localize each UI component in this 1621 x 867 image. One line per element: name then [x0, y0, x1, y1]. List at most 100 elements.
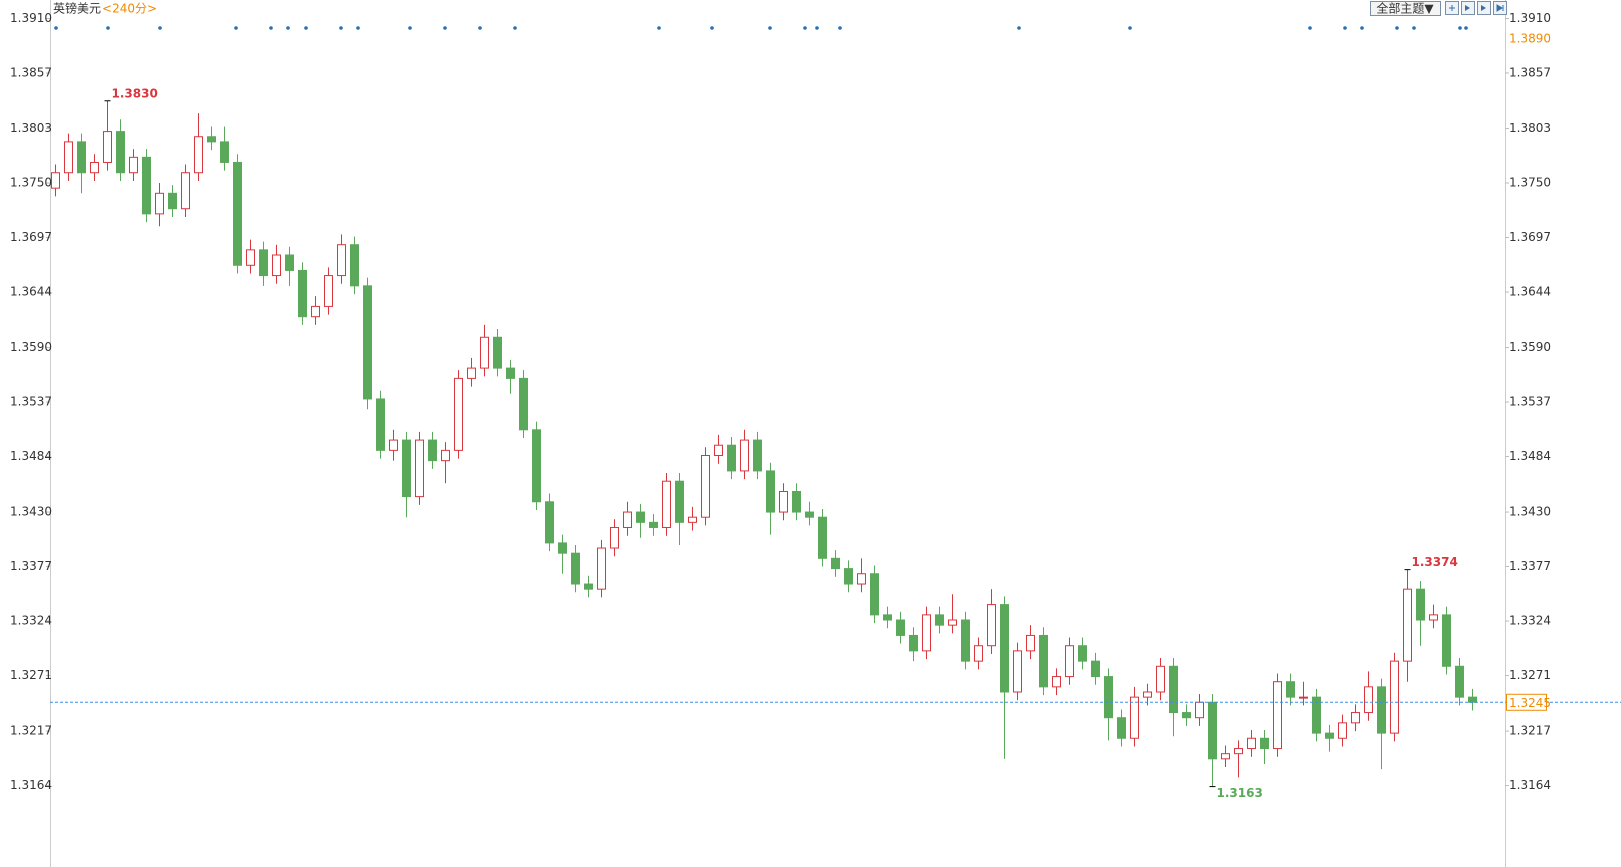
y2-tick-label: 1.3644 — [1509, 285, 1551, 299]
y-tick-label: 1.3697 — [10, 230, 52, 244]
theme-button-label[interactable]: 全部主题▼ — [1376, 1, 1434, 16]
y-tick-label: 1.3750 — [10, 176, 52, 190]
y-tick-label: 1.3537 — [10, 395, 52, 409]
candle-body — [675, 480, 684, 523]
candle-body — [818, 516, 827, 559]
event-dot — [513, 26, 517, 30]
candle-body — [948, 619, 957, 626]
event-dot — [803, 26, 807, 30]
event-dot — [1308, 26, 1312, 30]
candle-body — [987, 604, 996, 647]
candle-body — [1247, 737, 1256, 750]
candle-body — [610, 526, 619, 549]
event-dot — [1395, 26, 1399, 30]
candle-body — [1169, 665, 1178, 714]
candle-body — [1260, 737, 1269, 750]
candle-body — [415, 439, 424, 498]
y2-tick-label: 1.3857 — [1509, 66, 1551, 80]
theme-button[interactable] — [1370, 1, 1441, 16]
event-dot — [286, 26, 290, 30]
candle-body — [727, 444, 736, 472]
candle-body — [77, 141, 86, 174]
event-dot — [1360, 26, 1364, 30]
candle-body — [103, 131, 112, 163]
event-dot — [269, 26, 273, 30]
last-price-label: 1.3245 — [1509, 696, 1551, 710]
candle-body — [662, 480, 671, 528]
event-dot — [356, 26, 360, 30]
event-dot — [339, 26, 343, 30]
event-dot — [657, 26, 661, 30]
candle-body — [246, 249, 255, 266]
y-tick-label: 1.3164 — [10, 778, 52, 792]
candle-body — [1299, 696, 1308, 699]
candle-body — [1130, 696, 1139, 739]
event-dot — [54, 26, 58, 30]
candle-body — [597, 547, 606, 590]
candle-body — [454, 377, 463, 451]
candle-body — [493, 336, 502, 369]
candle-body — [181, 172, 190, 210]
chart-title: 英镑美元 — [53, 1, 101, 16]
event-dot — [234, 26, 238, 30]
candle-body — [519, 377, 528, 431]
candle-body — [831, 557, 840, 570]
candle-body — [571, 552, 580, 585]
event-dot — [710, 26, 714, 30]
candle-body — [623, 511, 632, 528]
candle-body — [389, 439, 398, 451]
candle-body — [272, 254, 281, 277]
event-dot — [768, 26, 772, 30]
candle-body — [116, 131, 125, 174]
y2-tick-label: 1.3590 — [1509, 340, 1551, 354]
candle-body — [974, 645, 983, 662]
candle-body — [1429, 614, 1438, 621]
candle-body — [1143, 691, 1152, 698]
candle-body — [1468, 696, 1477, 703]
candle-body — [1351, 712, 1360, 724]
candle-body — [1065, 645, 1074, 678]
y-tick-label: 1.3803 — [10, 121, 52, 135]
candle-body — [467, 367, 476, 379]
y2-tick-label: 1.3377 — [1509, 559, 1551, 573]
event-dot — [1128, 26, 1132, 30]
event-markers — [54, 26, 1468, 30]
y2-tick-label: 1.3537 — [1509, 395, 1551, 409]
candle-body — [1039, 634, 1048, 688]
back-icon — [1465, 5, 1470, 11]
candle-body — [779, 490, 788, 513]
y-tick-label: 1.3857 — [10, 66, 52, 80]
y2-tick-label: 1.3324 — [1509, 614, 1551, 628]
y2-tick-label: 1.3271 — [1509, 668, 1551, 682]
candle-body — [1442, 614, 1451, 667]
candle-body — [766, 470, 775, 513]
candle-body — [1403, 588, 1412, 662]
candle-body — [64, 141, 73, 174]
event-dot — [815, 26, 819, 30]
candle-body — [649, 521, 658, 528]
candle-body — [584, 583, 593, 590]
candle-body — [1234, 748, 1243, 755]
event-dot — [478, 26, 482, 30]
candle-body — [532, 429, 541, 503]
candle-body — [870, 573, 879, 616]
event-dot — [443, 26, 447, 30]
candle-body — [1052, 676, 1061, 688]
chart-subtitle[interactable]: <240分> — [102, 2, 157, 16]
right-marker-label: 1.3890 — [1509, 32, 1551, 46]
candle-body — [259, 249, 268, 277]
annotation: 1.3374 — [1412, 555, 1458, 569]
y-tick-label: 1.3590 — [10, 340, 52, 354]
candle-body — [1364, 686, 1373, 714]
zoom-icon — [1449, 5, 1455, 11]
candle-body — [1156, 665, 1165, 693]
candle-body — [883, 614, 892, 621]
candle-body — [1286, 681, 1295, 698]
y2-tick-label: 1.3803 — [1509, 121, 1551, 135]
candle-body — [506, 367, 515, 379]
candle-body — [324, 275, 333, 307]
y2-tick-label: 1.3484 — [1509, 449, 1551, 463]
candle-body — [1026, 634, 1035, 652]
toolbar: 全部主题▼ — [1370, 1, 1507, 16]
